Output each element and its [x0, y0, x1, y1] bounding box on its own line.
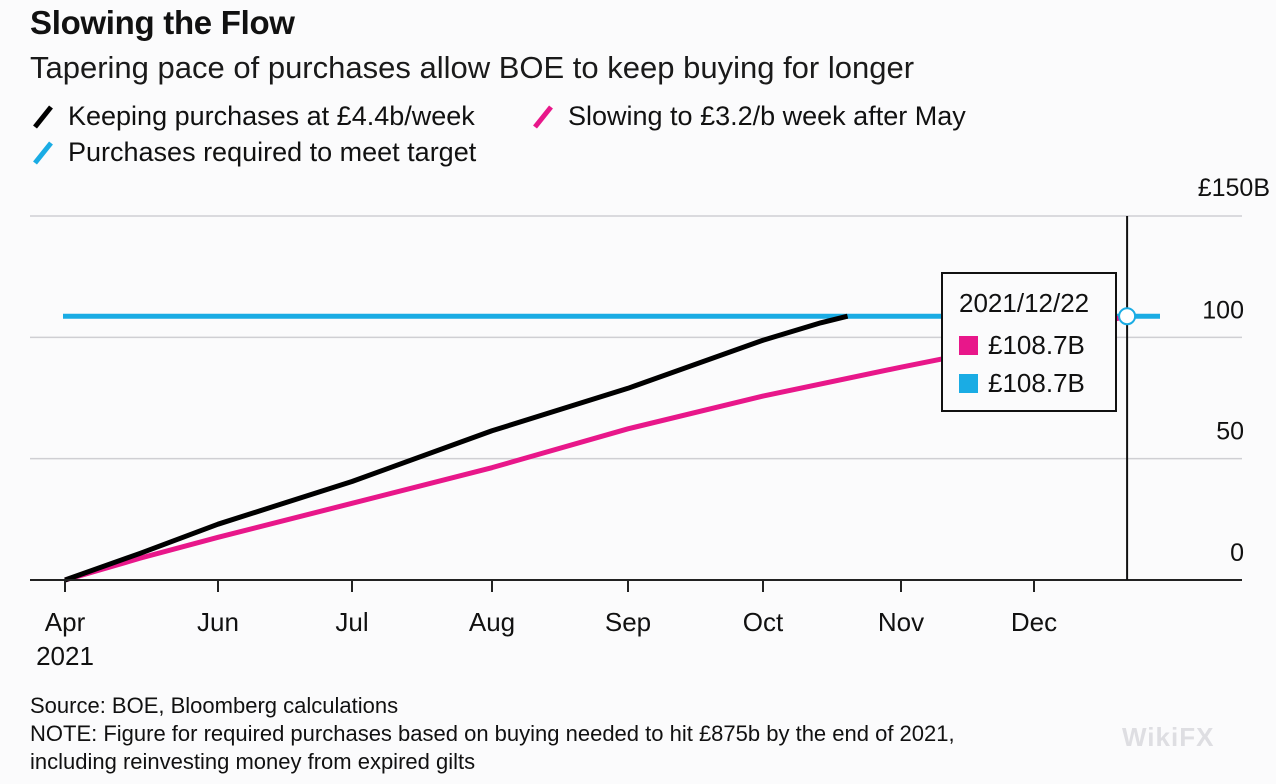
- tooltip-row-slowing: £108.7B: [959, 330, 1085, 361]
- methodology-note-line2: including reinvesting money from expired…: [30, 749, 476, 774]
- x-tick-sublabel: 2021: [36, 641, 94, 671]
- chart-subtitle: Tapering pace of purchases allow BOE to …: [30, 50, 915, 85]
- legend-item-required: Purchases required to meet target: [32, 137, 476, 168]
- x-tick-label: Aug: [469, 607, 515, 637]
- legend-label: Slowing to £3.2/b week after May: [568, 101, 966, 131]
- series-line-keeping: [64, 313, 849, 583]
- x-tick-label: Apr: [45, 607, 86, 637]
- tooltip-date: 2021/12/22: [959, 288, 1090, 318]
- y-tick-label: 50: [1216, 418, 1244, 446]
- hover-tooltip: 2021/12/22 £108.7B £108.7B: [941, 272, 1117, 412]
- tooltip-row-required: £108.7B: [959, 368, 1085, 399]
- legend-item-slowing: Slowing to £3.2/b week after May: [532, 101, 966, 132]
- source-note: Source: BOE, Bloomberg calculations: [30, 693, 399, 718]
- legend-label: Purchases required to meet target: [68, 137, 477, 167]
- crosshair-marker: [1118, 307, 1137, 326]
- series-line-slowing: [64, 313, 1128, 583]
- y-tick-label: 0: [1230, 539, 1244, 567]
- y-tick-label: 100: [1202, 296, 1244, 324]
- x-axis-labels: Apr 2021 Jun Jul Aug Sep Oct Nov Dec: [36, 607, 1057, 671]
- slash-line-icon: [532, 104, 554, 130]
- y-tick-label: £150B: [1198, 174, 1270, 202]
- legend-swatch-line: [533, 104, 553, 129]
- x-tick-label: Nov: [878, 607, 924, 637]
- slash-line-icon: [32, 104, 54, 130]
- tooltip-value: £108.7B: [988, 330, 1085, 360]
- tooltip-swatch: [959, 336, 978, 355]
- x-tick-label: Oct: [743, 607, 784, 637]
- crosshair: [1118, 216, 1137, 580]
- legend-swatch-line: [33, 104, 53, 129]
- chart-title: Slowing the Flow: [30, 4, 295, 41]
- x-tick-label: Sep: [605, 607, 651, 637]
- methodology-note-line1: NOTE: Figure for required purchases base…: [30, 721, 955, 746]
- x-axis: [30, 579, 1242, 592]
- chart-footer: Source: BOE, Bloomberg calculations NOTE…: [30, 692, 955, 776]
- x-tick-label: Jun: [197, 607, 239, 637]
- watermark: WikiFX: [1122, 722, 1215, 752]
- x-tick-label: Dec: [1011, 607, 1057, 637]
- y-axis-labels: 0 50 100 £150B: [1198, 174, 1270, 567]
- x-tick-label: Jul: [335, 607, 368, 637]
- legend-label: Keeping purchases at £4.4b/week: [68, 101, 475, 131]
- tooltip-value: £108.7B: [988, 368, 1085, 398]
- legend-item-keeping: Keeping purchases at £4.4b/week: [32, 101, 475, 132]
- tooltip-swatch: [959, 374, 978, 393]
- slash-line-icon: [32, 140, 54, 166]
- legend-swatch-line: [33, 140, 53, 165]
